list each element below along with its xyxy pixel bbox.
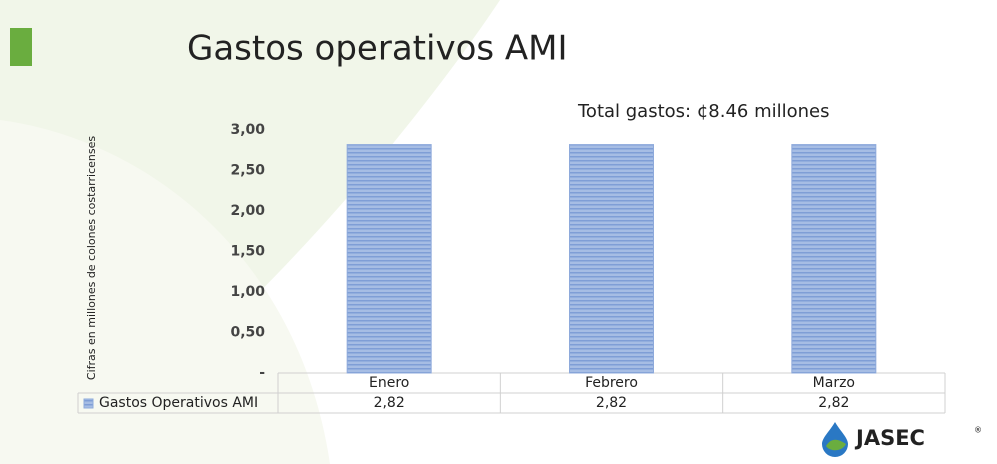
logo-mark: ® bbox=[974, 426, 982, 435]
y-tick-label: 1,00 bbox=[230, 284, 265, 300]
y-axis-label: Cifras en millones de colones costarrice… bbox=[85, 136, 98, 380]
annotation: Total gastos: ¢8.46 millones bbox=[577, 101, 830, 122]
x-tick-label: Enero bbox=[369, 375, 409, 391]
y-tick-label: 0,50 bbox=[230, 325, 265, 341]
logo-text: JASEC bbox=[854, 426, 925, 450]
logo-leaf bbox=[826, 439, 846, 451]
bar bbox=[791, 144, 877, 374]
table-value: 2,82 bbox=[374, 395, 405, 411]
accent-bar bbox=[10, 28, 32, 66]
background-shape bbox=[0, 120, 330, 464]
logo-drop bbox=[822, 422, 848, 457]
y-tick-label: 2,00 bbox=[230, 203, 265, 219]
x-tick-label: Marzo bbox=[813, 375, 855, 391]
y-tick-label: 2,50 bbox=[230, 163, 265, 179]
y-tick-label: - bbox=[259, 365, 265, 381]
legend-swatch bbox=[83, 398, 94, 409]
bar bbox=[569, 144, 654, 374]
bar bbox=[346, 144, 432, 374]
y-tick-label: 1,50 bbox=[230, 244, 265, 260]
table-value: 2,82 bbox=[596, 395, 627, 411]
y-tick-label: 3,00 bbox=[230, 122, 265, 138]
chart-title: Gastos operativos AMI bbox=[187, 29, 568, 69]
x-tick-label: Febrero bbox=[585, 375, 638, 391]
logo: JASEC ® bbox=[822, 422, 982, 457]
legend-label: Gastos Operativos AMI bbox=[99, 395, 258, 411]
table-value: 2,82 bbox=[818, 395, 849, 411]
